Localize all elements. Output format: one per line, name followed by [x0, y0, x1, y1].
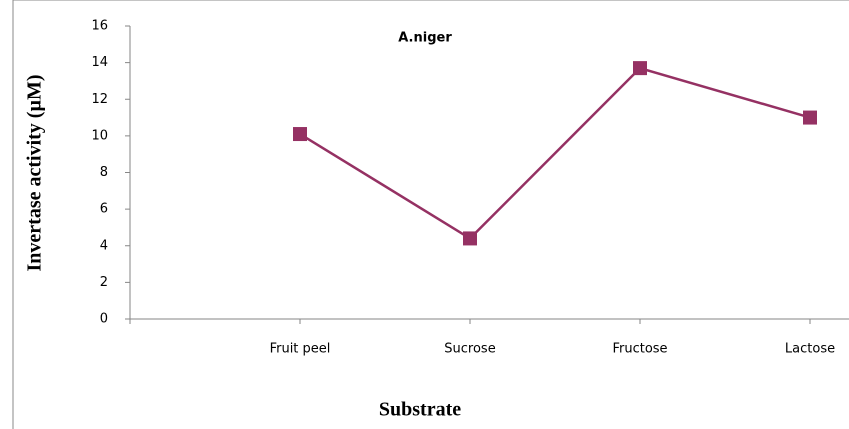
x-tick-label: Fruit peel	[270, 342, 331, 357]
y-tick-label: 0	[100, 312, 108, 327]
chart-frame	[12, 0, 849, 429]
y-tick-label: 12	[91, 92, 108, 107]
data-point	[803, 110, 817, 125]
chart-title: A.niger	[398, 31, 452, 46]
y-tick-label: 14	[91, 55, 108, 70]
y-tick-label: 2	[100, 275, 108, 290]
data-point	[463, 231, 477, 246]
series-line	[299, 66, 811, 241]
y-axis-label: Invertase activity (µM)	[24, 74, 46, 271]
x-axis-label: Substrate	[379, 399, 461, 421]
x-tick-label: Fructose	[612, 342, 667, 357]
y-tick-label: 4	[100, 238, 108, 253]
y-tick-label: 10	[91, 128, 108, 143]
y-tick-label: 6	[100, 202, 108, 217]
y-tick-label: 16	[91, 19, 108, 34]
data-point	[293, 127, 307, 142]
x-tick-label: Lactose	[785, 342, 835, 357]
data-point	[633, 61, 647, 76]
x-tick-label: Sucrose	[444, 342, 495, 357]
y-tick-label: 8	[100, 165, 108, 180]
